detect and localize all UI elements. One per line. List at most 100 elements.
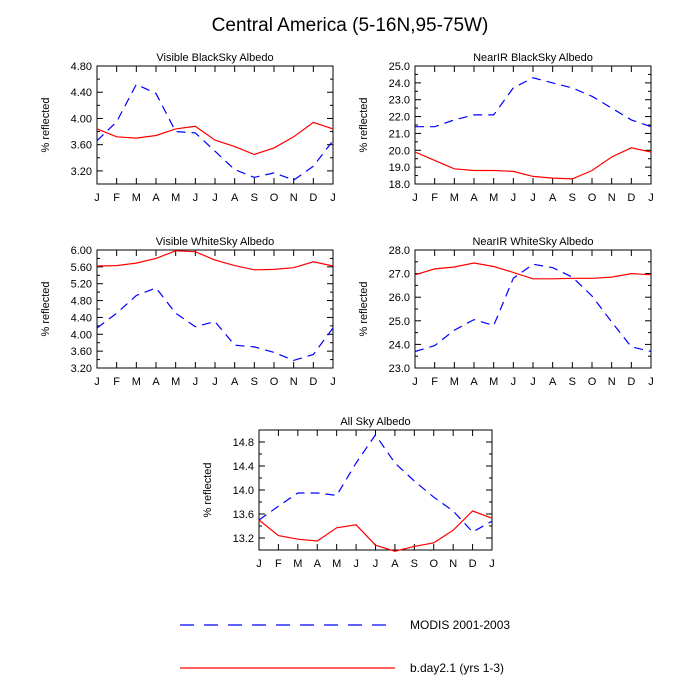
x-tick-label: J [489, 558, 495, 570]
x-tick-label: A [152, 192, 160, 204]
x-tick-label: D [627, 192, 635, 204]
x-tick-label: O [270, 192, 279, 204]
y-tick-label: 14.8 [233, 437, 254, 449]
y-axis-label: % reflected [358, 97, 370, 152]
x-tick-label: S [251, 376, 258, 388]
y-tick-label: 13.2 [233, 533, 254, 545]
y-tick-label: 3.20 [71, 363, 92, 375]
series-line-model [96, 250, 334, 271]
x-tick-label: J [94, 376, 100, 388]
x-tick-label: N [290, 376, 298, 388]
x-tick-label: F [431, 376, 438, 388]
x-tick-label: S [411, 558, 418, 570]
panel-title: NearIR BlackSky Albedo [473, 52, 593, 64]
y-tick-label: 4.00 [71, 113, 92, 125]
y-tick-label: 14.0 [233, 485, 254, 497]
panel-title: Visible BlackSky Albedo [156, 52, 273, 64]
y-tick-label: 5.60 [71, 262, 92, 274]
panel-title: NearIR WhiteSky Albedo [472, 236, 593, 248]
x-tick-label: J [193, 192, 199, 204]
x-tick-label: M [293, 558, 302, 570]
y-tick-label: 21.0 [389, 128, 410, 140]
x-tick-label: F [275, 558, 282, 570]
y-tick-label: 22.0 [389, 112, 410, 124]
x-tick-label: F [431, 192, 438, 204]
y-axis-label: % reflected [358, 281, 370, 336]
x-tick-label: D [309, 376, 317, 388]
y-tick-label: 25.0 [389, 61, 410, 73]
y-tick-label: 24.0 [389, 339, 410, 351]
y-tick-label: 24.0 [389, 78, 410, 90]
x-tick-label: N [449, 558, 457, 570]
y-tick-label: 18.0 [389, 179, 410, 191]
x-tick-label: S [569, 192, 576, 204]
series-line-modis [414, 263, 652, 353]
series-line-modis [415, 77, 652, 128]
series-line-model [414, 147, 652, 180]
x-tick-label: O [429, 558, 438, 570]
x-tick-label: M [132, 192, 141, 204]
y-tick-label: 27.0 [389, 269, 410, 281]
x-tick-label: N [608, 192, 616, 204]
y-tick-label: 14.4 [233, 461, 254, 473]
y-tick-label: 4.40 [71, 87, 92, 99]
x-tick-label: J [330, 376, 336, 388]
figure-title: Central America (5-16N,95-75W) [212, 15, 489, 36]
x-tick-label: A [391, 558, 399, 570]
x-tick-label: D [469, 558, 477, 570]
x-tick-label: A [549, 192, 557, 204]
y-tick-label: 4.00 [71, 329, 92, 341]
x-tick-label: M [450, 192, 459, 204]
y-tick-label: 5.20 [71, 279, 92, 291]
x-tick-label: J [648, 192, 654, 204]
x-tick-label: O [588, 192, 597, 204]
y-tick-label: 4.80 [71, 296, 92, 308]
y-tick-label: 6.00 [71, 245, 92, 257]
x-tick-label: J [212, 192, 218, 204]
x-tick-label: J [511, 376, 517, 388]
x-tick-label: M [450, 376, 459, 388]
x-tick-label: A [470, 192, 478, 204]
y-tick-label: 3.20 [71, 166, 92, 178]
x-tick-label: A [549, 376, 557, 388]
y-tick-label: 19.0 [389, 162, 410, 174]
x-tick-label: J [212, 376, 218, 388]
plot-frame [258, 429, 493, 551]
x-tick-label: A [152, 376, 160, 388]
x-tick-label: J [648, 376, 654, 388]
x-tick-label: A [470, 376, 478, 388]
x-tick-label: F [113, 376, 120, 388]
y-tick-label: 28.0 [389, 245, 410, 257]
y-tick-label: 26.0 [389, 292, 410, 304]
x-tick-label: J [256, 558, 262, 570]
series-line-model [414, 262, 652, 280]
y-tick-label: 20.0 [389, 145, 410, 157]
x-tick-label: J [511, 192, 517, 204]
legend-label-model: b.day2.1 (yrs 1-3) [410, 661, 504, 675]
x-tick-label: A [314, 558, 322, 570]
series-line-model [258, 510, 493, 552]
y-tick-label: 23.0 [389, 363, 410, 375]
legend: MODIS 2001-2003 b.day2.1 (yrs 1-3) [180, 618, 510, 675]
x-tick-label: J [412, 376, 418, 388]
plot-frame [96, 65, 334, 185]
x-tick-label: O [270, 376, 279, 388]
x-tick-label: J [412, 192, 418, 204]
x-tick-label: O [588, 376, 597, 388]
x-tick-label: S [569, 376, 576, 388]
y-tick-label: 3.60 [71, 140, 92, 152]
x-tick-label: N [290, 192, 298, 204]
x-tick-label: D [309, 192, 317, 204]
y-tick-label: 4.40 [71, 312, 92, 324]
x-tick-label: J [353, 558, 359, 570]
y-axis-label: % reflected [40, 281, 52, 336]
x-tick-label: N [608, 376, 616, 388]
x-tick-label: A [231, 192, 239, 204]
panel-title: All Sky Albedo [340, 416, 410, 428]
